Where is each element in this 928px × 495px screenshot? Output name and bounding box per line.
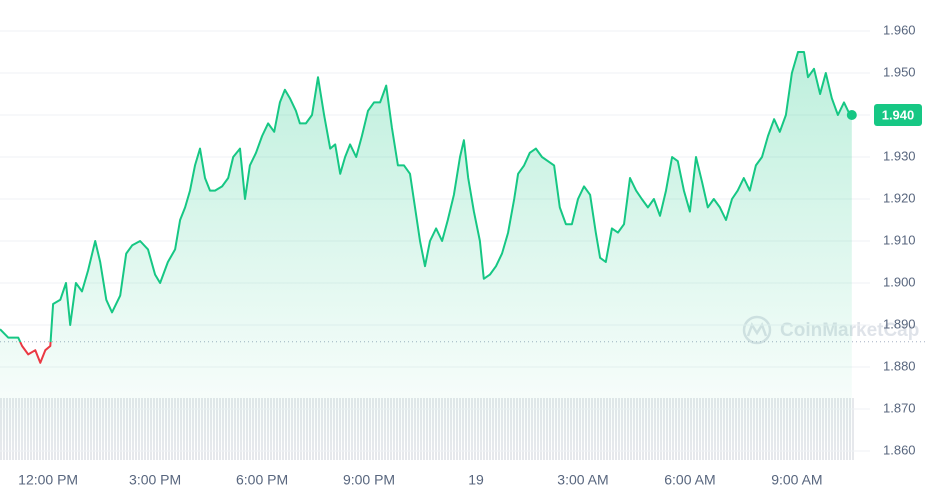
y-tick-label: 1.950 bbox=[883, 64, 916, 79]
y-tick-label: 1.870 bbox=[883, 400, 916, 415]
x-tick-label: 9:00 PM bbox=[343, 472, 395, 488]
x-tick-label: 12:00 PM bbox=[18, 472, 78, 488]
price-tag bbox=[874, 104, 922, 126]
x-tick-label: 3:00 AM bbox=[557, 472, 608, 488]
last-point bbox=[846, 110, 857, 120]
y-tick-label: 1.910 bbox=[883, 232, 916, 247]
price-line bbox=[0, 51, 852, 364]
y-tick-label: 1.920 bbox=[883, 190, 916, 205]
y-tick-label: 1.890 bbox=[883, 316, 916, 331]
x-tick-label: 6:00 PM bbox=[236, 472, 288, 488]
x-tick-label: 9:00 AM bbox=[771, 472, 822, 488]
x-tick-label: 19 bbox=[468, 472, 484, 488]
x-tick-label: 6:00 AM bbox=[664, 472, 715, 488]
y-tick-label: 1.880 bbox=[883, 358, 916, 373]
y-tick-label: 1.960 bbox=[883, 22, 916, 37]
price-tag-label: 1.940 bbox=[882, 107, 915, 122]
area bbox=[0, 52, 852, 451]
y-tick-label: 1.900 bbox=[883, 274, 916, 289]
x-tick-label: 3:00 PM bbox=[129, 472, 181, 488]
y-tick-label: 1.860 bbox=[883, 442, 916, 457]
y-tick-label: 1.930 bbox=[883, 148, 916, 163]
